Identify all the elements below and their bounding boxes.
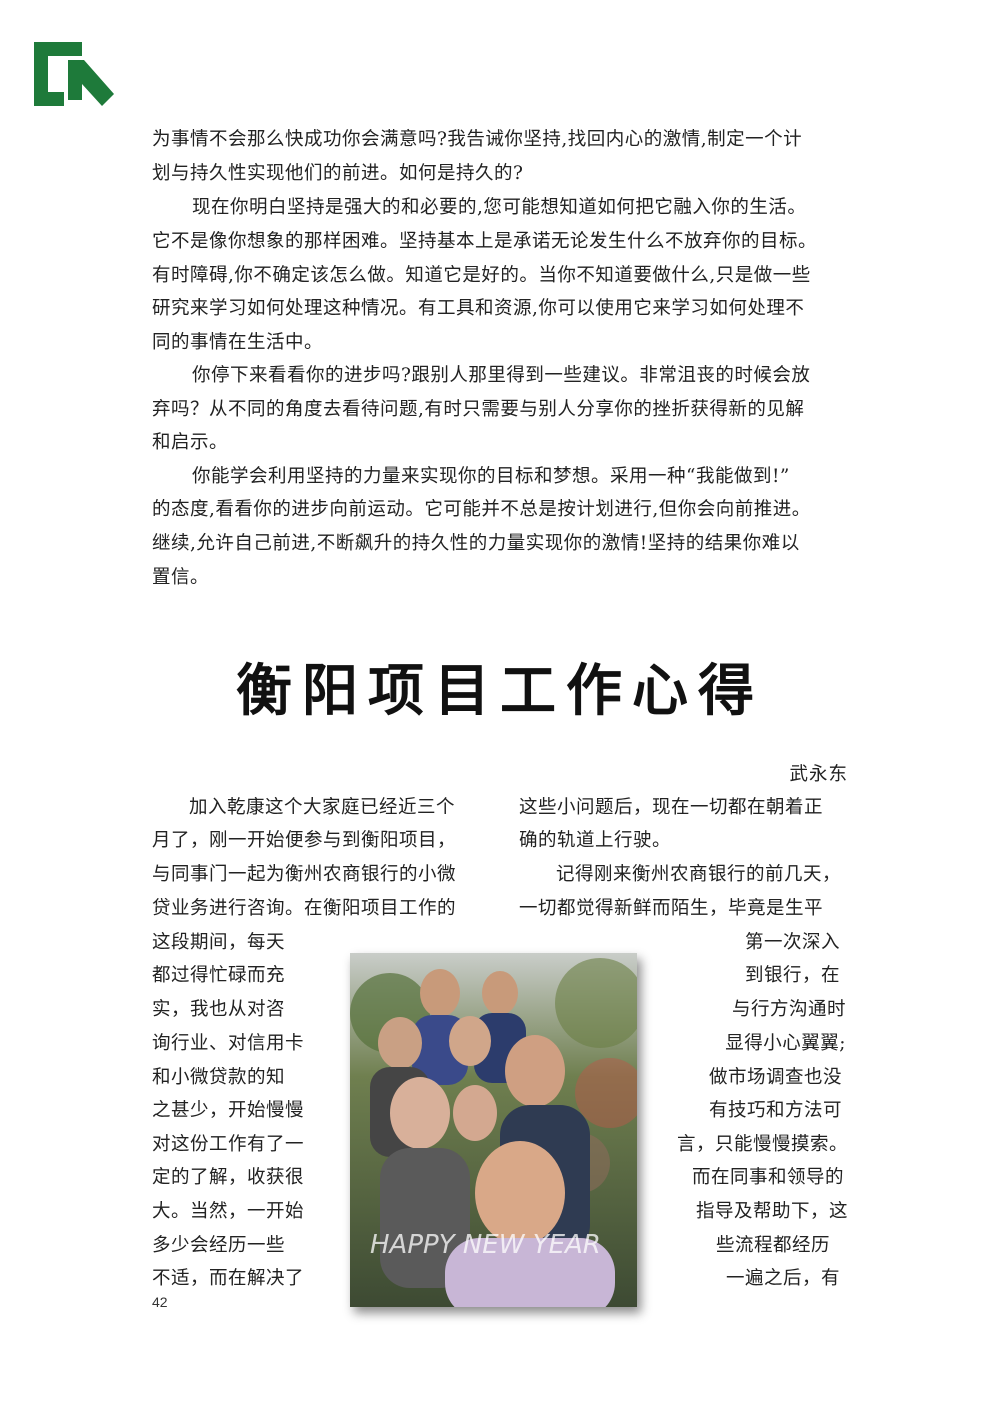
- intro-line: 研究来学习如何处理这种情况。有工具和资源,你可以使用它来学习如何处理不: [152, 298, 805, 319]
- intro-line: 的态度,看看你的进步向前运动。它可能并不总是按计划进行,但你会向前推进。: [152, 499, 811, 520]
- right-column-line: 显得小心翼翼;: [725, 1033, 846, 1054]
- left-column-line: 多少会经历一些: [152, 1235, 286, 1256]
- page-number: 42: [152, 1294, 168, 1310]
- right-column-line: 一遍之后，有: [725, 1268, 840, 1289]
- left-column-line: 大。当然，一开始: [152, 1201, 305, 1222]
- photo-overlay-text: HAPPY NEW YEAR: [370, 1230, 601, 1260]
- left-column-line: 月了，刚一开始便参与到衡阳项目，: [152, 830, 457, 851]
- left-column-line: 贷业务进行咨询。在衡阳项目工作的: [152, 898, 457, 919]
- right-column-line: 言，只能慢慢摸索。: [676, 1134, 848, 1155]
- company-logo-icon: [34, 42, 116, 106]
- intro-line: 划与持久性实现他们的前进。如何是持久的?: [152, 163, 524, 184]
- left-column-line: 加入乾康这个大家庭已经近三个: [189, 797, 456, 818]
- right-column-line: 做市场调查也没: [708, 1067, 842, 1088]
- left-column-line: 对这份工作有了一: [152, 1134, 305, 1155]
- right-column-line: 些流程都经历: [715, 1235, 830, 1256]
- right-column-line: 与行方沟通时: [731, 999, 846, 1020]
- right-column-line: 有技巧和方法可: [708, 1100, 842, 1121]
- intro-line: 它不是像你想象的那样困难。坚持基本上是承诺无论发生什么不放弃你的目标。: [152, 231, 818, 252]
- intro-line: 你停下来看看你的进步吗?跟别人那里得到一些建议。非常沮丧的时候会放: [192, 365, 811, 386]
- left-column-line: 不适，而在解决了: [152, 1268, 305, 1289]
- left-column-line: 定的了解，收获很: [152, 1167, 305, 1188]
- right-column-line: 这些小问题后，现在一切都在朝着正: [519, 797, 824, 818]
- intro-line: 弃吗？从不同的角度去看待问题,有时只需要与别人分享你的挫折获得新的见解: [152, 399, 805, 420]
- intro-line: 现在你明白坚持是强大的和必要的,您可能想知道如何把它融入你的生活。: [192, 197, 807, 218]
- left-column-line: 这段期间，每天: [152, 932, 286, 953]
- left-column-line: 实，我也从对咨: [152, 999, 286, 1020]
- group-photo: HAPPY NEW YEAR: [350, 953, 637, 1307]
- left-column-line: 都过得忙碌而充: [152, 965, 286, 986]
- left-column-line: 与同事门一起为衡州农商银行的小微: [152, 864, 457, 885]
- right-column-line: 第一次深入: [744, 932, 840, 953]
- article-author: 武永东: [789, 764, 848, 785]
- left-column-line: 之甚少，开始慢慢: [152, 1100, 305, 1121]
- intro-line: 和启示。: [152, 432, 229, 453]
- right-column-line: 确的轨道上行驶。: [519, 830, 672, 851]
- intro-line: 同的事情在生活中。: [152, 332, 324, 353]
- left-column-line: 询行业、对信用卡: [152, 1033, 305, 1054]
- intro-line: 你能学会利用坚持的力量来实现你的目标和梦想。采用一种“我能做到!”: [192, 466, 790, 487]
- right-column-line: 一切都觉得新鲜而陌生，毕竟是生平: [519, 898, 824, 919]
- intro-line: 有时障碍,你不确定该怎么做。知道它是好的。当你不知道要做什么,只是做一些: [152, 265, 811, 286]
- intro-line: 继续,允许自己前进,不断飙升的持久性的力量实现你的激情!坚持的结果你难以: [152, 533, 800, 554]
- right-column-line: 记得刚来衡州农商银行的前几天，: [556, 864, 842, 885]
- right-column-line: 指导及帮助下，这: [695, 1201, 848, 1222]
- left-column-line: 和小微贷款的知: [152, 1067, 286, 1088]
- right-column-line: 到银行，在: [744, 965, 840, 986]
- intro-line: 为事情不会那么快成功你会满意吗?我告诫你坚持,找回内心的激情,制定一个计: [152, 129, 803, 150]
- article-title: 衡阳项目工作心得: [236, 659, 764, 724]
- intro-line: 置信。: [152, 567, 210, 588]
- right-column-line: 而在同事和领导的: [691, 1167, 844, 1188]
